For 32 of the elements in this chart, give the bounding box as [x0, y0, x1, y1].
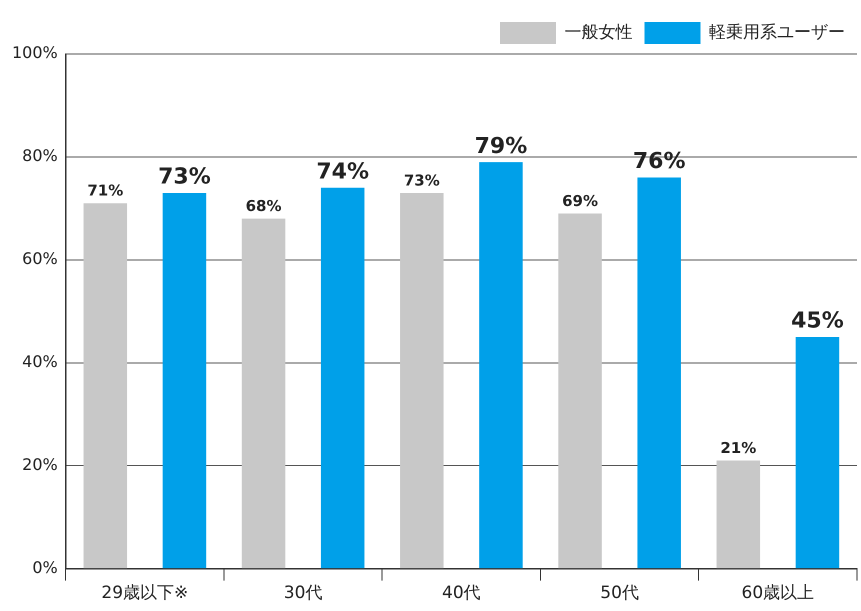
- data-label: 71%: [87, 182, 124, 200]
- y-tick-label: 20%: [22, 454, 58, 474]
- x-tick-label: 60歳以上: [742, 583, 814, 604]
- bar: [716, 460, 760, 568]
- bar: [479, 162, 523, 568]
- y-tick-label: 60%: [22, 248, 58, 268]
- bar: [558, 214, 602, 568]
- bar: [796, 337, 840, 568]
- x-tick-label: 50代: [600, 583, 639, 604]
- data-label: 73%: [158, 164, 211, 190]
- bar: [162, 192, 206, 568]
- data-label: 68%: [246, 197, 282, 216]
- bar: [637, 178, 681, 568]
- x-tick-label: 29歳以下※: [101, 583, 188, 604]
- x-tick-label: 30代: [284, 583, 322, 604]
- bar: [242, 218, 286, 568]
- y-tick-label: 40%: [22, 352, 58, 371]
- x-tick-label: 40代: [442, 583, 481, 604]
- y-tick-label: 100%: [12, 43, 58, 62]
- y-tick-label: 80%: [22, 146, 58, 166]
- legend-label: 一般女性: [564, 22, 632, 42]
- data-label: 73%: [404, 171, 440, 190]
- bar: [400, 192, 444, 568]
- data-label: 74%: [316, 160, 370, 185]
- bar: [84, 203, 128, 568]
- data-label: 21%: [720, 438, 756, 457]
- data-label: 69%: [562, 192, 598, 210]
- bar: [320, 188, 364, 568]
- data-label: 45%: [791, 308, 844, 334]
- data-label: 79%: [474, 134, 528, 159]
- legend-label: 軽乗用系ユーザー: [709, 22, 845, 42]
- y-tick-label: 0%: [32, 558, 58, 577]
